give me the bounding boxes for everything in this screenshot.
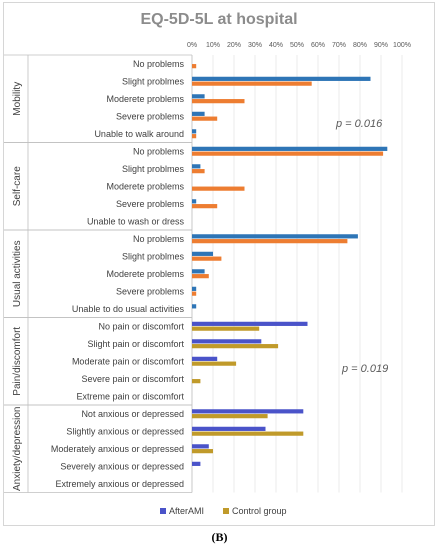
category-label: Unable to wash or dress (87, 216, 185, 226)
category-label: Slight pain or discomfort (87, 339, 184, 349)
x-tick-label: 90% (374, 42, 388, 49)
category-label: Moderete problems (106, 181, 184, 191)
chart-title: EQ-5D-5L at hospital (140, 11, 297, 28)
bar-control (192, 379, 201, 384)
chart-frame (3, 2, 435, 526)
bar-control (192, 116, 218, 121)
chart: EQ-5D-5L at hospital 0% 10% 20% 30% 40% 50% 60%… (4, 11, 411, 516)
bar-afterami (192, 444, 209, 449)
bar-afterami (192, 164, 201, 169)
category-label: Extremely anxious or depressed (55, 479, 184, 489)
category-label: Severe problems (116, 111, 185, 121)
bar-control (192, 414, 268, 419)
category-label: Extreme pain or discomfort (76, 391, 184, 401)
p-value-annotation: p = 0.016 (335, 118, 383, 130)
bar-control (192, 169, 205, 174)
bar-control (192, 274, 209, 279)
group-label: Anxiety/depression (12, 407, 23, 492)
bar-afterami (192, 409, 304, 414)
x-tick-label: 80% (353, 42, 367, 49)
bar-control (192, 81, 312, 86)
bar-control (192, 134, 197, 139)
bar-afterami (192, 199, 197, 204)
legend-label: AfterAMI (169, 506, 204, 516)
bar-control (192, 361, 237, 366)
category-label: No problems (133, 234, 185, 244)
bar-afterami (192, 76, 371, 81)
category-label: Slightly anxious or depressed (66, 426, 184, 436)
x-tick-label: 50% (290, 42, 304, 49)
p-value-annotation: p = 0.019 (341, 363, 388, 375)
bar-control (192, 186, 245, 191)
x-tick-label: 70% (332, 42, 346, 49)
x-tick-label: 60% (311, 42, 325, 49)
category-label: Unable to walk around (94, 129, 184, 139)
bar-control (192, 431, 304, 436)
x-tick-label: 0% (187, 42, 197, 49)
x-tick-label: 10% (206, 42, 220, 49)
group-label: Self-care (12, 166, 23, 206)
legend-label: Control group (232, 506, 287, 516)
bar-afterami (192, 321, 308, 326)
bar-afterami (192, 461, 201, 466)
x-tick-label: 30% (248, 42, 262, 49)
bar-afterami (192, 356, 218, 361)
category-label: Slight problmes (122, 251, 185, 261)
category-label: Severe pain or discomfort (81, 374, 184, 384)
category-label: Not anxious or depressed (81, 409, 184, 419)
bar-control (192, 99, 245, 104)
category-label: Severely anxious or depressed (60, 461, 184, 471)
category-label: Moderately anxious or depressed (51, 444, 184, 454)
bar-control (192, 344, 279, 349)
legend-swatch (160, 508, 166, 514)
bar-afterami (192, 234, 358, 239)
group-label: Mobility (12, 82, 23, 116)
group-label: Usual activities (12, 240, 23, 307)
category-label: No problems (133, 59, 185, 69)
x-tick-label: 100% (393, 42, 411, 49)
category-label: Moderete problems (106, 94, 184, 104)
bar-afterami (192, 286, 197, 291)
category-label: Unable to do usual activities (72, 304, 185, 314)
bar-control (192, 256, 222, 261)
group-label: Pain/discomfort (12, 327, 23, 396)
bar-control (192, 204, 218, 209)
bar-afterami (192, 339, 262, 344)
bar-afterami (192, 251, 213, 256)
bar-control (192, 326, 260, 331)
bar-afterami (192, 129, 197, 134)
bar-control (192, 291, 197, 296)
category-label: No problems (133, 146, 185, 156)
bar-control (192, 151, 384, 156)
bar-afterami (192, 94, 205, 99)
legend-swatch (223, 508, 229, 514)
category-label: Slight problmes (122, 76, 185, 86)
category-label: No pain or discomfort (98, 321, 184, 331)
figure-caption: (B) (211, 530, 228, 544)
bar-afterami (192, 111, 205, 116)
category-label: Moderate pain or discomfort (72, 356, 185, 366)
bar-afterami (192, 146, 388, 151)
bar-control (192, 449, 213, 454)
bar-control (192, 64, 197, 69)
category-label: Severe problems (116, 199, 185, 209)
x-tick-label: 40% (269, 42, 283, 49)
category-label: Moderete problems (106, 269, 184, 279)
bar-afterami (192, 304, 197, 309)
bar-afterami (192, 426, 266, 431)
bar-control (192, 239, 348, 244)
x-tick-label: 20% (227, 42, 241, 49)
category-label: Slight problmes (122, 164, 185, 174)
category-label: Severe problems (116, 286, 185, 296)
bar-afterami (192, 269, 205, 274)
